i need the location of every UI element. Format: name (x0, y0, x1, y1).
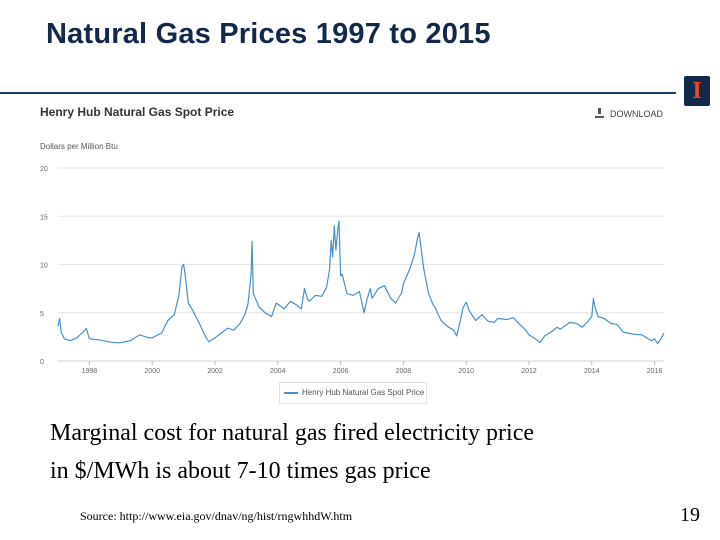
legend-swatch (284, 391, 298, 394)
x-tick-label: 2004 (270, 368, 286, 375)
download-button[interactable]: DOWNLOAD (595, 108, 663, 119)
chart-legend[interactable]: Henry Hub Natural Gas Spot Price (279, 382, 427, 404)
x-tick-label: 2006 (333, 368, 349, 375)
x-tick-label: 2010 (458, 368, 474, 375)
body-text: Marginal cost for natural gas fired elec… (50, 414, 670, 490)
page-number: 19 (680, 504, 700, 526)
slide-title: Natural Gas Prices 1997 to 2015 (46, 18, 491, 50)
title-divider (0, 92, 676, 94)
x-tick-label: 2014 (584, 368, 600, 375)
y-tick-label: 20 (40, 166, 48, 173)
y-tick-label: 0 (40, 359, 44, 366)
y-tick-label: 5 (40, 311, 44, 318)
chart-title: Henry Hub Natural Gas Spot Price (40, 105, 235, 119)
x-tick-label: 2002 (207, 368, 223, 375)
chart-container: 0 5 10 15 20 1998 2000 2002 2004 2006 2008 2010 2012… (34, 96, 668, 410)
body-line-2: in $/MWh is about 7-10 times gas price (50, 458, 431, 484)
university-logo: I (684, 76, 710, 106)
download-icon (595, 108, 604, 118)
x-tick-label: 1998 (82, 368, 98, 375)
y-axis-label: Dollars per Million Btu (40, 142, 118, 151)
series-line (57, 220, 665, 345)
body-line-1: Marginal cost for natural gas fired elec… (50, 420, 535, 446)
price-chart: 0 5 10 15 20 1998 2000 2002 2004 2006 2008 2010 2012… (40, 166, 665, 375)
source-citation: Source: http://www.eia.gov/dnav/ng/hist/… (80, 509, 353, 523)
x-tick-label: 2012 (521, 368, 537, 375)
legend-label: Henry Hub Natural Gas Spot Price (302, 388, 425, 397)
y-tick-label: 15 (40, 214, 48, 221)
x-tick-label: 2000 (144, 368, 160, 375)
y-tick-label: 10 (40, 263, 48, 270)
x-tick-label: 2016 (647, 368, 663, 375)
download-label: DOWNLOAD (610, 109, 664, 119)
logo-letter: I (692, 78, 702, 104)
x-tick-label: 2008 (396, 368, 412, 375)
